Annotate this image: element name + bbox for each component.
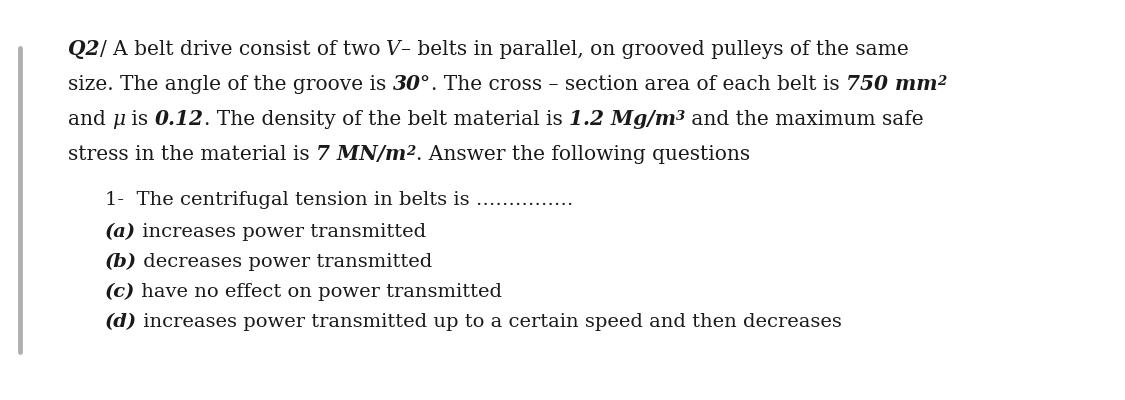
Text: . Answer the following questions: . Answer the following questions — [415, 145, 749, 164]
Text: V: V — [386, 40, 400, 59]
Text: is: is — [125, 110, 155, 129]
Text: (b): (b) — [105, 253, 137, 271]
Text: 1.2 Mg/m: 1.2 Mg/m — [569, 109, 676, 129]
Text: / A belt drive consist of two: / A belt drive consist of two — [99, 40, 386, 59]
Text: – belts in parallel, on grooved pulleys of the same: – belts in parallel, on grooved pulleys … — [400, 40, 909, 59]
Text: 2: 2 — [937, 75, 946, 88]
Text: 3: 3 — [676, 110, 685, 123]
Text: and the maximum safe: and the maximum safe — [685, 110, 924, 129]
Text: 750 mm: 750 mm — [846, 74, 937, 94]
Text: . The cross – section area of each belt is: . The cross – section area of each belt … — [431, 75, 846, 94]
Text: (c): (c) — [105, 283, 135, 301]
Text: 1-  The centrifugal tension in belts is ……………: 1- The centrifugal tension in belts is …… — [105, 191, 574, 209]
Text: . The density of the belt material is: . The density of the belt material is — [204, 110, 569, 129]
Text: 30°: 30° — [393, 74, 431, 94]
Text: 2: 2 — [406, 145, 415, 158]
Text: and: and — [68, 110, 112, 129]
Text: increases power transmitted: increases power transmitted — [136, 223, 426, 241]
Text: size. The angle of the groove is: size. The angle of the groove is — [68, 75, 393, 94]
Text: 0.12: 0.12 — [155, 109, 204, 129]
Text: (d): (d) — [105, 313, 137, 331]
Text: Q2: Q2 — [68, 39, 99, 59]
Text: 7 MN/m: 7 MN/m — [316, 144, 406, 164]
Text: stress in the material is: stress in the material is — [68, 145, 316, 164]
Text: increases power transmitted up to a certain speed and then decreases: increases power transmitted up to a cert… — [137, 313, 842, 331]
Text: have no effect on power transmitted: have no effect on power transmitted — [135, 283, 503, 301]
Text: decreases power transmitted: decreases power transmitted — [137, 253, 432, 271]
Text: μ: μ — [112, 110, 125, 129]
Text: (a): (a) — [105, 223, 136, 241]
